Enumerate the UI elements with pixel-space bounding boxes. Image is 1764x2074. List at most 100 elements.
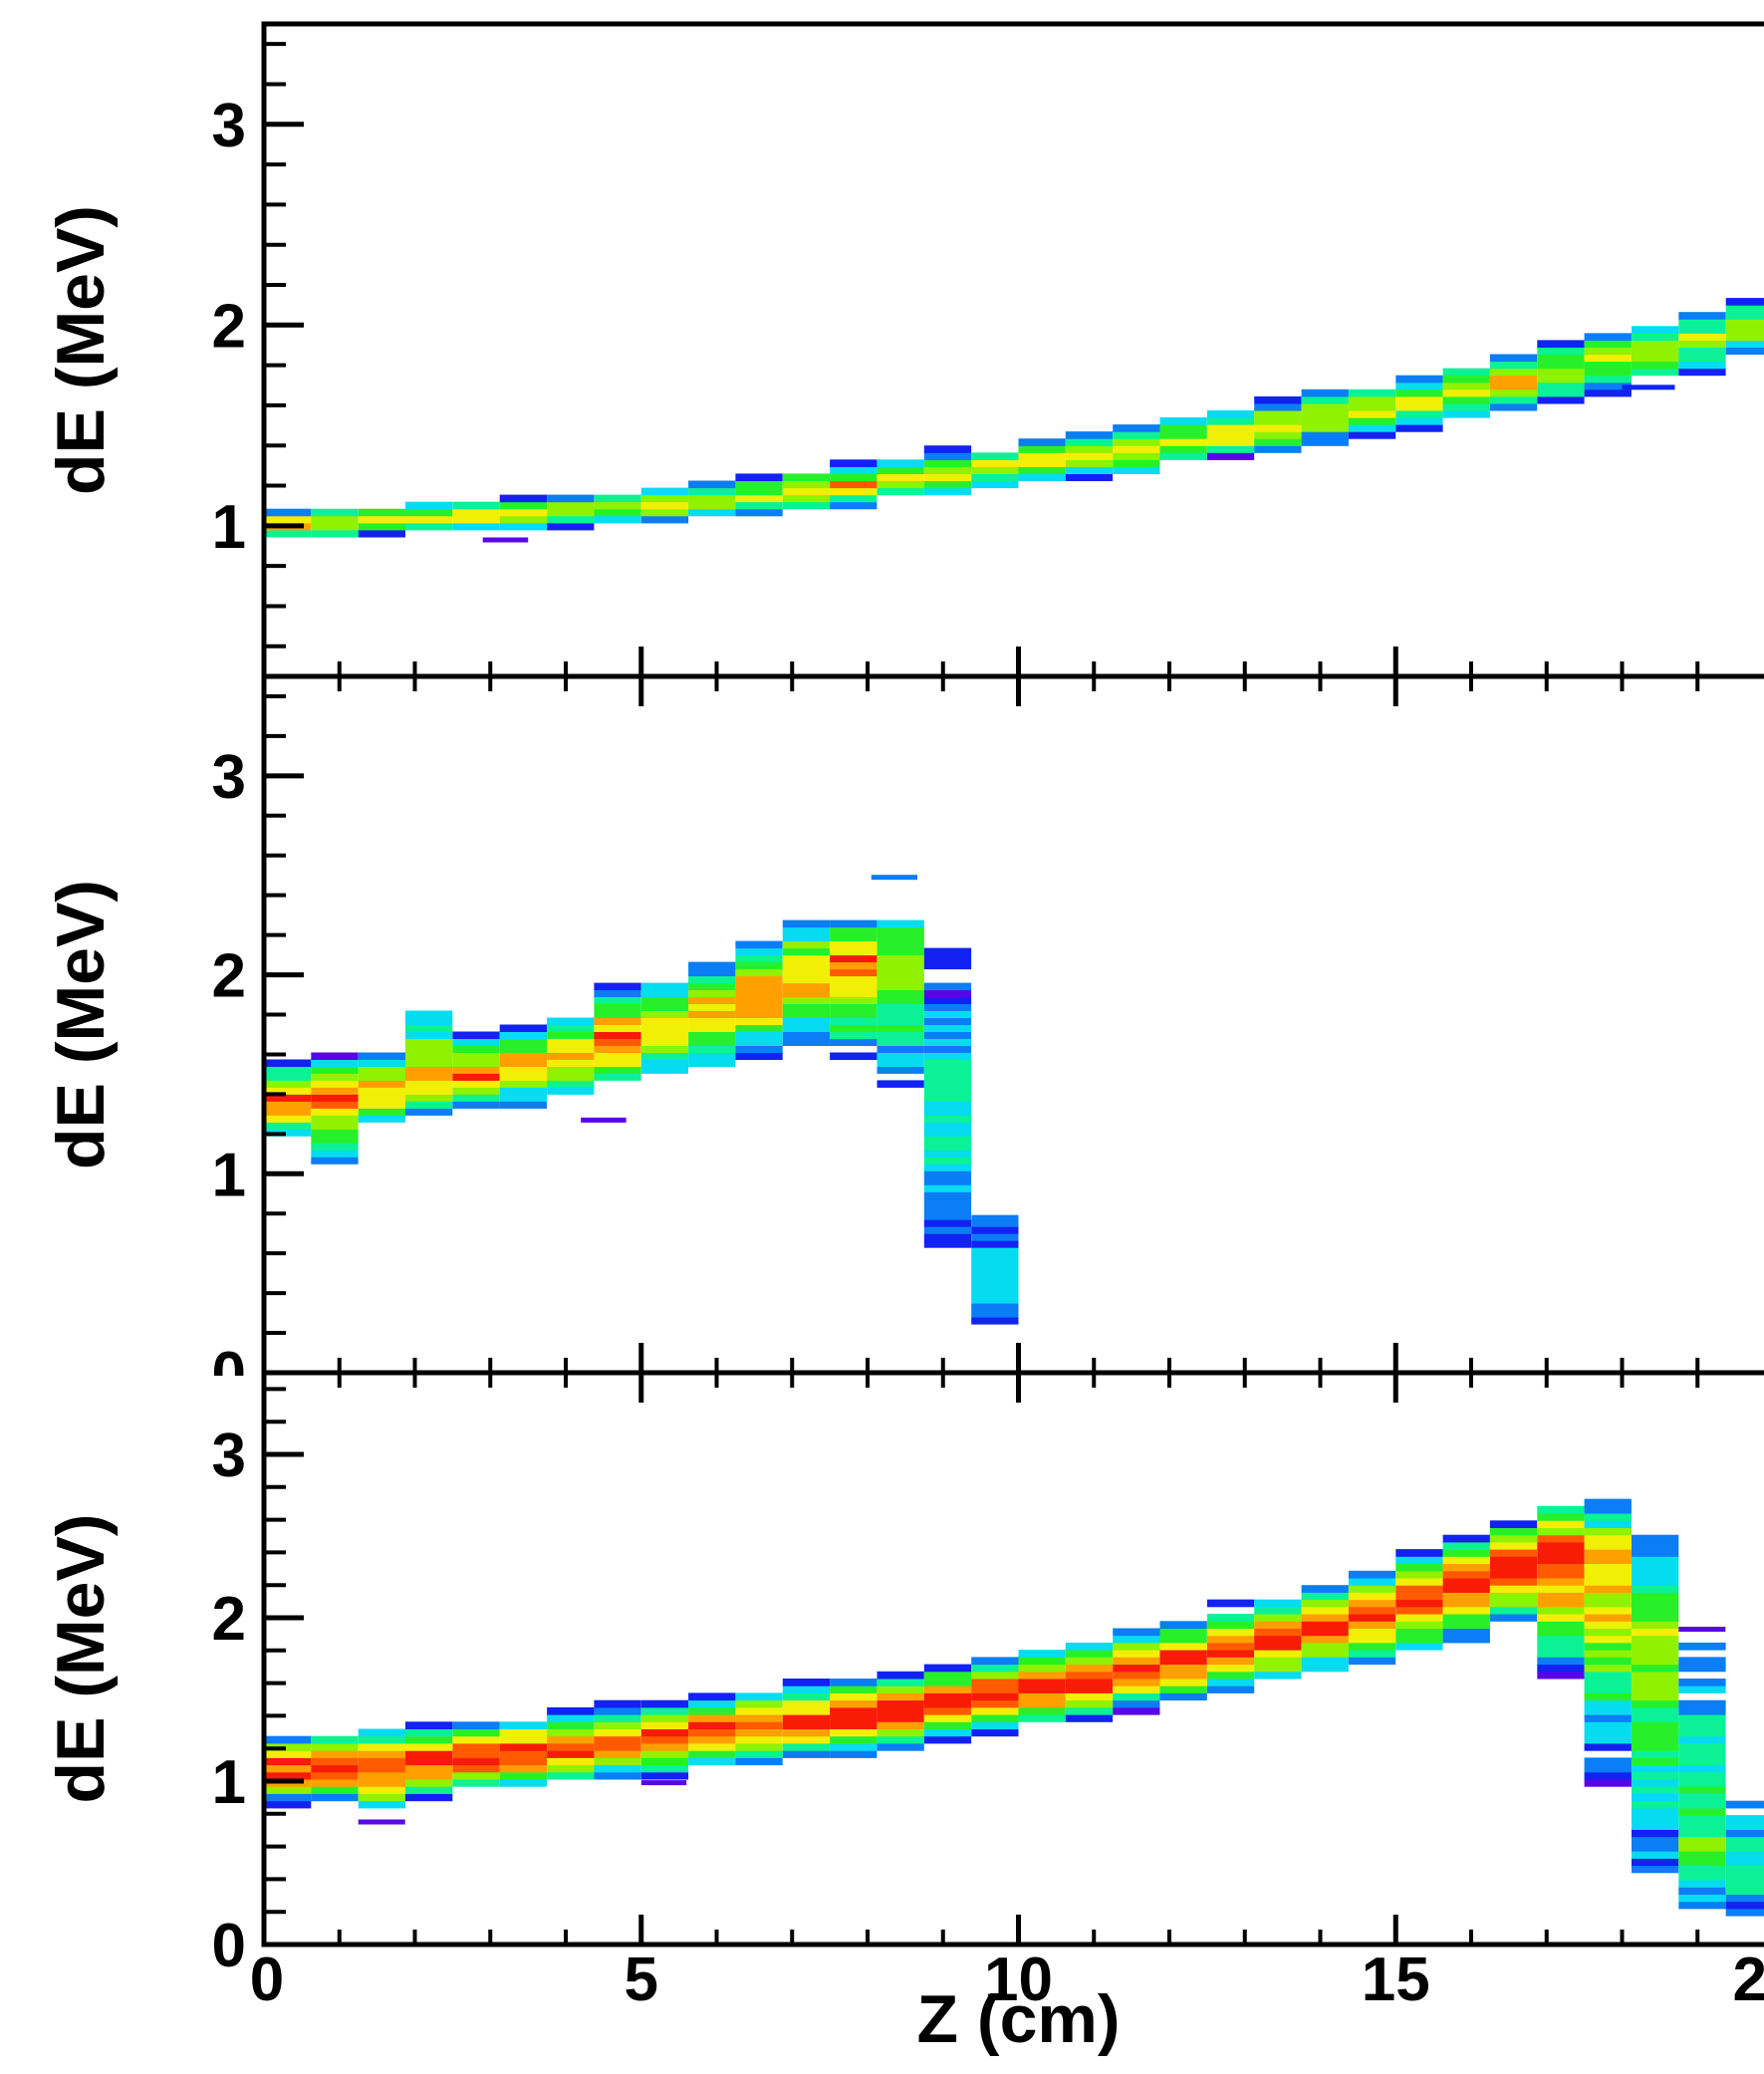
heat-cell xyxy=(735,501,783,510)
heat-cell xyxy=(782,1750,831,1758)
heat-cell xyxy=(1018,1664,1066,1673)
heat-cell xyxy=(1348,1642,1396,1651)
heat-cell xyxy=(782,1699,831,1708)
heat-cell xyxy=(1159,438,1207,446)
heat-cell xyxy=(1632,1592,1679,1601)
heat-cell xyxy=(594,1024,641,1032)
heat-cell xyxy=(1725,1815,1764,1823)
heat-cell xyxy=(1206,1628,1255,1637)
heat-cell xyxy=(735,1692,783,1701)
heat-cell xyxy=(1678,1887,1726,1895)
heat-cell xyxy=(688,1750,736,1758)
heat-cell xyxy=(1065,466,1114,474)
heat-cell xyxy=(1537,347,1585,356)
heat-cell xyxy=(735,954,783,963)
heat-cell xyxy=(640,989,689,997)
heat-cell xyxy=(1632,1570,1679,1579)
heat-cell xyxy=(1584,1714,1632,1722)
heat-cell xyxy=(452,1080,500,1088)
heat-cell xyxy=(1632,354,1679,363)
heat-cell xyxy=(311,1757,359,1766)
heat-cell xyxy=(1537,1592,1585,1601)
heat-cell xyxy=(923,1233,972,1241)
heat-cell xyxy=(1254,402,1302,411)
heat-cell xyxy=(1395,1614,1443,1622)
heat-cell xyxy=(640,1714,689,1722)
heat-cell xyxy=(1489,1541,1538,1550)
heat-cell xyxy=(264,1786,312,1794)
heat-cell xyxy=(499,1101,547,1109)
heat-cell xyxy=(1348,1621,1396,1629)
heat-cell xyxy=(1442,1592,1490,1601)
heat-cell xyxy=(877,466,924,474)
y-axis-title: dE (MeV) xyxy=(43,880,119,1169)
heat-cell xyxy=(735,508,783,517)
heat-cell xyxy=(735,473,783,481)
heat-cell xyxy=(688,494,736,503)
heat-cell xyxy=(923,982,972,991)
heat-cell xyxy=(923,1129,972,1137)
heat-cell xyxy=(358,529,405,538)
heat-cell xyxy=(877,1735,924,1744)
heat-cell xyxy=(923,1059,972,1067)
heat-cell xyxy=(830,947,878,956)
heat-cell xyxy=(1159,452,1207,460)
heat-cell xyxy=(547,1728,595,1737)
heat-cell xyxy=(499,1764,547,1773)
heat-cell xyxy=(1113,1679,1160,1686)
heat-cell xyxy=(1442,402,1490,411)
heat-cell xyxy=(640,501,689,510)
heat-cell xyxy=(1348,424,1396,432)
heat-cell xyxy=(358,522,405,531)
heat-cell xyxy=(1489,1599,1538,1608)
heat-cell xyxy=(405,1771,453,1780)
heat-cell xyxy=(405,1721,453,1729)
heat-cell xyxy=(1632,1750,1679,1758)
heat-cell xyxy=(1301,410,1349,418)
heat-cell xyxy=(877,1721,924,1729)
heat-cell xyxy=(1442,1570,1490,1579)
heat-cell xyxy=(971,1664,1019,1673)
heat-cell xyxy=(405,1750,453,1758)
heat-cell xyxy=(1254,1599,1302,1608)
heat-cell xyxy=(311,1059,359,1067)
heat-cell xyxy=(1301,389,1349,397)
heat-cell xyxy=(358,515,405,524)
heat-cell xyxy=(452,1721,500,1729)
heat-cell xyxy=(1632,1699,1679,1708)
heat-cell xyxy=(499,1045,547,1053)
heat-cell xyxy=(594,1706,641,1715)
heat-cell xyxy=(923,1150,972,1158)
heat-cell xyxy=(1678,312,1726,320)
heat-cell xyxy=(923,1157,972,1165)
outlier-dash xyxy=(971,1214,1019,1220)
heat-cell xyxy=(1584,1527,1632,1536)
heat-cell xyxy=(311,1157,359,1165)
heat-cell xyxy=(358,1743,405,1751)
heat-cell xyxy=(971,1282,1019,1290)
heat-cell xyxy=(923,1714,972,1722)
heat-cell xyxy=(405,1087,453,1095)
heat-cell xyxy=(1442,1585,1490,1593)
heat-cell xyxy=(1584,368,1632,377)
heat-cell xyxy=(1206,1635,1255,1644)
heat-cell xyxy=(1254,438,1302,446)
heat-cell xyxy=(1018,1685,1066,1693)
heat-cell xyxy=(923,1003,972,1011)
heat-cell xyxy=(830,1721,878,1729)
heat-cell xyxy=(1018,452,1066,460)
heat-cell xyxy=(358,1066,405,1074)
heat-cell xyxy=(405,1017,453,1025)
heat-cell xyxy=(877,487,924,496)
heat-cell xyxy=(1065,459,1114,467)
heat-cell xyxy=(1584,1541,1632,1550)
heat-cell xyxy=(594,508,641,517)
heat-cell xyxy=(1678,1779,1726,1787)
heat-cell xyxy=(971,459,1019,467)
heat-cell xyxy=(594,1045,641,1053)
heat-cell xyxy=(405,1108,453,1116)
heat-cell xyxy=(1725,1851,1764,1859)
heat-cell xyxy=(782,480,831,489)
heat-cell xyxy=(877,473,924,481)
heat-cell xyxy=(1159,1664,1207,1673)
